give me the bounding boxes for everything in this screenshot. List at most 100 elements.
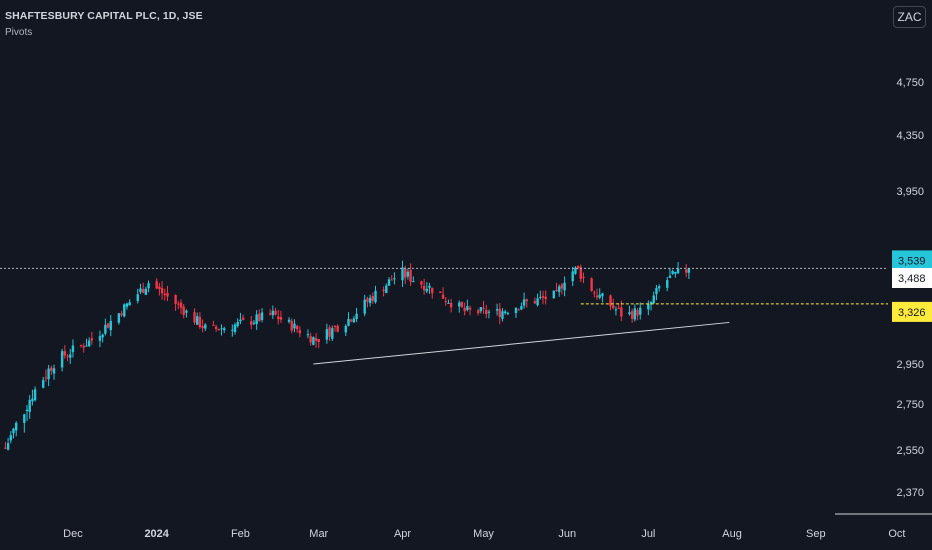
candle-body	[574, 267, 577, 274]
candle-body	[279, 316, 283, 320]
candle-body	[42, 380, 45, 388]
candle-body	[33, 389, 37, 401]
x-tick-label: May	[473, 528, 494, 540]
candle-body	[160, 288, 164, 294]
candle-body	[385, 285, 388, 294]
candle-body	[514, 307, 518, 313]
candle-body	[382, 289, 385, 292]
candle-body	[258, 313, 261, 321]
candle-body	[349, 319, 353, 322]
candle-body	[312, 337, 315, 345]
time-axis[interactable]: Dec 2024 Feb Mar Apr May Jun Jul Aug Sep Oct	[63, 513, 932, 540]
candle-body	[674, 271, 677, 274]
candle-body	[82, 345, 85, 348]
candle-body	[101, 334, 104, 338]
candle-body	[223, 328, 226, 331]
y-tick-label: 4,350	[896, 130, 924, 142]
candle-body	[336, 325, 339, 332]
candle-body	[666, 280, 669, 288]
candle-body	[104, 324, 107, 334]
candle-body	[50, 367, 53, 372]
candle-body	[366, 298, 369, 302]
candle-body	[163, 293, 166, 295]
candle-body	[636, 310, 639, 316]
candle-body	[652, 295, 655, 304]
y-tick-label: 4,750	[896, 77, 924, 89]
currency-button[interactable]: ZAC	[893, 6, 926, 28]
candle-body	[139, 288, 142, 293]
candle-body	[66, 355, 69, 357]
candle-body	[128, 302, 131, 306]
candle-body	[533, 300, 537, 304]
candle-body	[174, 294, 177, 304]
candle-body	[333, 326, 337, 328]
candle-body	[498, 308, 501, 318]
candle-body	[44, 377, 48, 379]
candle-body	[485, 309, 488, 315]
candle-body	[306, 334, 310, 336]
candle-body	[555, 289, 558, 291]
candle-body	[98, 336, 102, 341]
candle-body	[106, 323, 110, 328]
candle-body	[352, 318, 356, 323]
x-tick-label: Oct	[888, 528, 905, 540]
x-tick-label: 2024	[144, 528, 169, 540]
candle-body	[71, 345, 75, 353]
candle-body	[560, 284, 564, 289]
candle-body	[201, 326, 204, 329]
y-tick-label: 3,950	[896, 186, 924, 198]
candle-body	[463, 307, 466, 312]
candle-body	[676, 268, 680, 274]
candle-body	[214, 326, 218, 330]
candle-body	[590, 278, 593, 291]
candle-body	[614, 309, 618, 311]
candle-body	[425, 288, 429, 292]
candle-body	[198, 316, 202, 328]
price-label-text: 3,326	[898, 307, 926, 319]
candle-body	[363, 299, 366, 314]
candle-body	[85, 345, 88, 347]
candle-body	[522, 299, 526, 306]
candle-body	[517, 309, 520, 311]
candle-body	[393, 278, 396, 280]
price-labels: 3,539 3,488 3,326	[892, 250, 932, 322]
candle-body	[290, 320, 293, 331]
candle-body	[449, 302, 453, 308]
candle-body	[155, 281, 158, 289]
candle-body	[347, 318, 350, 326]
x-tick-label: Jun	[558, 528, 576, 540]
price-label-bg	[892, 250, 932, 271]
candle-body	[125, 303, 129, 307]
candle-body	[671, 271, 674, 274]
candle-body	[630, 311, 634, 319]
candle-body	[252, 322, 256, 324]
candle-body	[293, 323, 296, 329]
candle-body	[609, 295, 612, 307]
candle-body	[444, 301, 447, 303]
candle-body	[371, 295, 374, 301]
candle-body	[431, 287, 434, 294]
indicator-label[interactable]: Pivots	[5, 27, 33, 38]
candle-body	[409, 270, 412, 282]
candle-body	[355, 313, 358, 319]
candle-body	[582, 276, 585, 278]
candle-body	[390, 279, 393, 281]
x-tick-label: Aug	[722, 528, 742, 540]
candle-body	[441, 294, 445, 299]
candle-body	[147, 283, 150, 289]
candle-body	[563, 282, 566, 291]
price-axis[interactable]: 4,750 4,350 3,950 2,950 2,750 2,550 2,370	[896, 77, 924, 499]
y-tick-label: 2,750	[896, 399, 924, 411]
candle-body	[87, 340, 91, 347]
x-tick-label: Mar	[309, 528, 328, 540]
candle-body	[271, 310, 275, 316]
candle-body	[309, 336, 312, 343]
candle-body	[620, 307, 623, 317]
candle-body	[182, 306, 185, 316]
price-label-text: 3,488	[898, 273, 926, 285]
price-label-text: 3,539	[898, 255, 926, 267]
candle-body	[487, 311, 491, 313]
candle-body	[236, 321, 239, 326]
candle-body	[25, 409, 29, 412]
